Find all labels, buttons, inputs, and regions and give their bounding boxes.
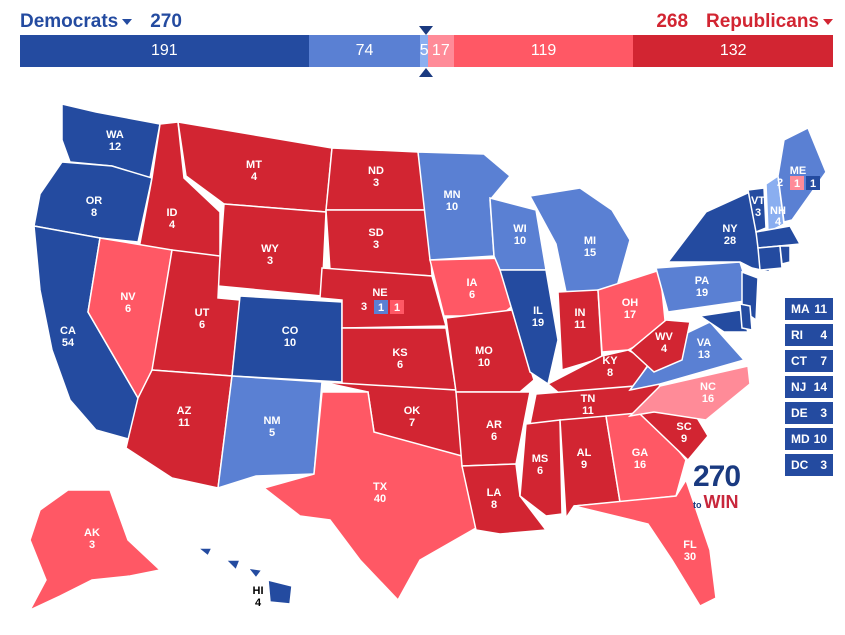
midpoint-marker-bottom-icon xyxy=(419,68,433,77)
state-MA[interactable] xyxy=(755,225,802,249)
bar-segment-lean-rep[interactable]: 17 xyxy=(427,35,454,67)
small-state-ev: 4 xyxy=(820,328,827,342)
bar-label: 5 xyxy=(420,42,428,59)
me-district-1b[interactable]: 1 xyxy=(806,176,820,190)
state-WV[interactable] xyxy=(628,319,691,373)
logo-win: WIN xyxy=(703,492,739,512)
democrats-header[interactable]: Democrats 270 xyxy=(20,8,182,36)
small-state-DC[interactable]: DC 3 xyxy=(785,454,833,476)
state-TX[interactable] xyxy=(262,391,477,602)
bar-segment-lean-dem[interactable]: 5 xyxy=(420,35,428,67)
chevron-down-icon[interactable] xyxy=(122,19,133,25)
state-FL[interactable] xyxy=(573,478,717,607)
us-map: WA 12 OR 8 CA 54 ID 4 NV 6 MT 4 WY 3 UT 6 CO 10 A… xyxy=(0,90,845,635)
small-state-ev: 3 xyxy=(820,458,827,472)
state-WY[interactable] xyxy=(217,203,327,297)
state-HI[interactable] xyxy=(195,547,293,605)
state-IN[interactable] xyxy=(557,289,603,371)
state-MS[interactable] xyxy=(519,419,563,517)
republicans-total: 268 xyxy=(656,11,689,32)
small-state-NJ[interactable]: NJ 14 xyxy=(785,376,833,398)
state-PA[interactable] xyxy=(655,261,753,313)
small-state-abbr: NJ xyxy=(791,380,807,394)
small-state-CT[interactable]: CT 7 xyxy=(785,350,833,372)
state-ND[interactable] xyxy=(325,147,429,211)
small-state-abbr: MA xyxy=(791,302,810,316)
small-state-abbr: MD xyxy=(791,432,810,446)
state-SD[interactable] xyxy=(325,209,433,277)
state-MI[interactable] xyxy=(528,187,631,293)
small-state-RI[interactable]: RI 4 xyxy=(785,324,833,346)
small-state-abbr: DC xyxy=(791,458,809,472)
state-CO[interactable] xyxy=(231,295,343,383)
small-state-ev: 3 xyxy=(820,406,827,420)
state-RI[interactable] xyxy=(779,245,791,265)
ne-district-2[interactable]: 1 xyxy=(390,300,404,314)
chevron-down-icon[interactable] xyxy=(823,19,833,25)
state-VT[interactable] xyxy=(747,187,767,234)
small-state-ev: 14 xyxy=(813,380,827,394)
small-state-abbr: DE xyxy=(791,406,808,420)
bar-label: 191 xyxy=(150,42,178,59)
small-state-ev: 11 xyxy=(814,302,827,316)
bar-segment-safe-dem[interactable]: 191 xyxy=(20,35,309,67)
state-KS[interactable] xyxy=(341,327,457,391)
label-HI: HI 4 xyxy=(253,585,264,609)
democrats-label: Democrats xyxy=(20,11,119,32)
bar-segment-safe-rep[interactable]: 132 xyxy=(633,35,833,67)
republicans-header[interactable]: 268 Republicans xyxy=(656,8,833,36)
state-NC[interactable] xyxy=(627,365,751,421)
state-ME[interactable] xyxy=(777,126,827,223)
logo-to: to xyxy=(693,500,702,510)
state-OR[interactable] xyxy=(33,161,153,243)
state-AK[interactable] xyxy=(28,489,162,612)
state-MO[interactable] xyxy=(445,309,535,393)
small-state-abbr: CT xyxy=(791,354,807,368)
small-state-MA[interactable]: MA 11 xyxy=(785,298,833,320)
ne-district-1[interactable]: 1 xyxy=(374,300,388,314)
bar-segment-likely-dem[interactable]: 74 xyxy=(308,35,421,67)
logo-number: 270 xyxy=(693,460,741,493)
bar-label: 17 xyxy=(431,42,450,59)
state-CT[interactable] xyxy=(757,245,783,271)
270towin-logo[interactable]: 270 to WIN xyxy=(693,462,763,518)
small-state-ev: 10 xyxy=(813,432,827,446)
bar-label: 74 xyxy=(355,42,374,59)
republicans-label: Republicans xyxy=(706,11,819,32)
small-state-DE[interactable]: DE 3 xyxy=(785,402,833,424)
state-NM[interactable] xyxy=(217,375,323,490)
bar-label: 119 xyxy=(530,42,557,59)
small-state-abbr: RI xyxy=(791,328,803,342)
state-MD[interactable] xyxy=(697,309,750,333)
me-district-1a[interactable]: 1 xyxy=(790,176,804,190)
democrats-total: 270 xyxy=(150,11,182,32)
state-DE[interactable] xyxy=(739,303,753,331)
state-LA[interactable] xyxy=(461,463,548,535)
state-AR[interactable] xyxy=(455,391,531,467)
electoral-vote-bar: 191 74 5 17 119 132 xyxy=(20,35,833,67)
midpoint-marker-top-icon xyxy=(419,26,433,35)
small-state-ev: 7 xyxy=(820,354,827,368)
bar-label: 132 xyxy=(719,42,747,59)
small-state-MD[interactable]: MD 10 xyxy=(785,428,833,450)
bar-segment-likely-rep[interactable]: 119 xyxy=(453,35,634,67)
